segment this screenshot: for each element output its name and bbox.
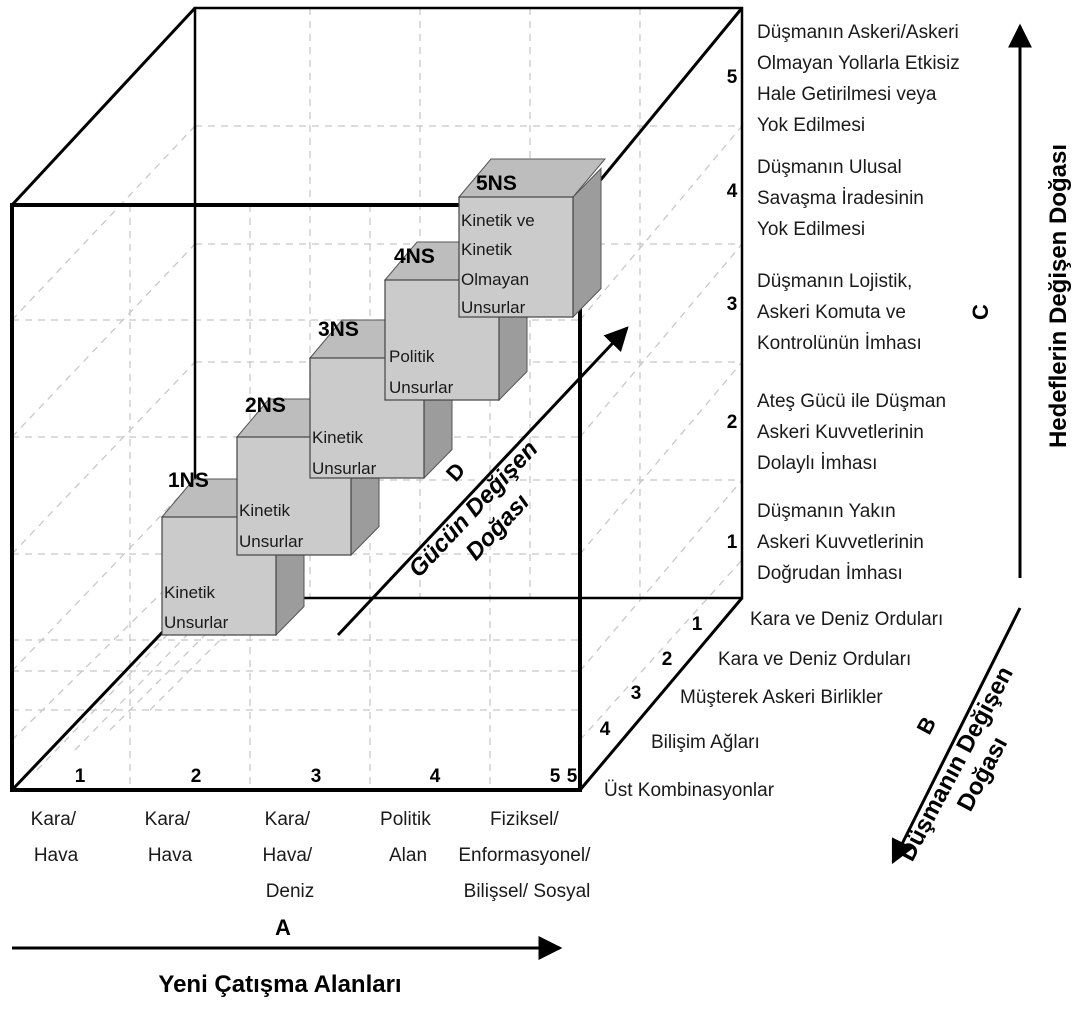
ns-block-front xyxy=(458,196,574,318)
ns-block-tag: 4NS xyxy=(394,245,435,268)
axis-a-num-5: 5 xyxy=(550,766,561,787)
axis-d-letter: D xyxy=(441,458,470,487)
axis-a-title: Yeni Çatışma Alanları xyxy=(158,971,401,998)
axis-b-label-2: Kara ve Deniz Orduları xyxy=(718,649,911,670)
axis-b-num-3: 3 xyxy=(631,683,642,704)
ns-blocks: 1NS Kinetik Unsurlar 2NS Kinetik Unsurlar 3NS K… xyxy=(160,158,607,637)
axis-b-label-3: Müşterek Askeri Birlikler xyxy=(680,687,883,708)
axis-c-num-5: 5 xyxy=(727,67,738,88)
axis-a-num-3: 3 xyxy=(311,766,322,787)
ns-block-elements: Kinetik Unsurlar xyxy=(239,501,304,551)
ns-block-elements: Kinetik ve Kinetik Olmayan Unsurlar xyxy=(461,211,535,317)
ns-block-tag: 3NS xyxy=(318,318,359,341)
axis-b-num-4: 4 xyxy=(600,719,611,740)
axis-c-label-2: Ateş Gücü ile Düşman Askeri Kuvvetlerini… xyxy=(757,391,951,474)
axis-c-num-3: 3 xyxy=(727,294,738,315)
axis-a-label-2: Kara/ Hava xyxy=(145,809,196,866)
axis-c-num-1: 1 xyxy=(727,532,738,553)
axis-c-title: Hedeflerin Değişen Doğası xyxy=(1045,144,1072,448)
axis-c-label-1: Düşmanın Yakın Askeri Kuvvetlerinin Doğr… xyxy=(757,501,929,584)
axis-a-label-1: Kara/ Hava xyxy=(31,809,82,866)
axis-b-label-1: Kara ve Deniz Orduları xyxy=(750,609,943,630)
axis-b-label-4: Bilişim Ağları xyxy=(651,732,760,753)
axis-b-letter: B xyxy=(912,713,942,739)
axis-c-num-4: 4 xyxy=(727,181,738,202)
ns-block-5: 5NS Kinetik ve Kinetik Olmayan Unsurlar xyxy=(457,158,607,319)
axis-b-label-5: Üst Kombinasyonlar xyxy=(604,780,775,801)
axis-c-label-3: Düşmanın Lojistik, Askeri Komuta ve Kont… xyxy=(757,271,922,354)
axis-a-label-5: Fiziksel/ Enformasyonel/ Bilişsel/ Sosya… xyxy=(458,809,595,902)
axis-a-num-1: 1 xyxy=(75,766,86,787)
axis-c-label-4: Düşmanın Ulusal Savaşma İradesinin Yok E… xyxy=(757,157,929,240)
axis-b-num-1: 1 xyxy=(692,614,703,635)
axis-a-label-3: Kara/ Hava/ Deniz xyxy=(263,809,318,902)
ns-block-elements: Kinetik Unsurlar xyxy=(312,428,377,478)
ns-block-elements: Kinetik Unsurlar xyxy=(164,583,229,632)
axis-c-letter: C xyxy=(968,304,993,320)
axis-d-arrow xyxy=(336,326,629,637)
axis-c-label-5: Düşmanın Askeri/Askeri Olmayan Yollarla … xyxy=(757,22,965,136)
axis-a-num-2: 2 xyxy=(191,766,202,787)
ns-block-elements: Politik Unsurlar xyxy=(389,347,454,397)
axis-b-arrow xyxy=(891,607,1022,865)
ns-block-tag: 2NS xyxy=(245,394,286,417)
axis-a-num-4: 4 xyxy=(430,766,441,787)
axis-a-letter: A xyxy=(275,915,291,940)
axis-b-num-5: 5 xyxy=(567,766,578,787)
ns-block-tag: 5NS xyxy=(476,172,517,195)
ns-block-tag: 1NS xyxy=(168,469,209,492)
axis-c-num-2: 2 xyxy=(727,412,738,433)
axis-b-title: Düşmanın Değişen Doğası xyxy=(894,656,1047,878)
cube-frame xyxy=(10,6,744,792)
axis-a-label-4: Politik Alan xyxy=(380,809,436,866)
axis-b-num-2: 2 xyxy=(662,649,673,670)
